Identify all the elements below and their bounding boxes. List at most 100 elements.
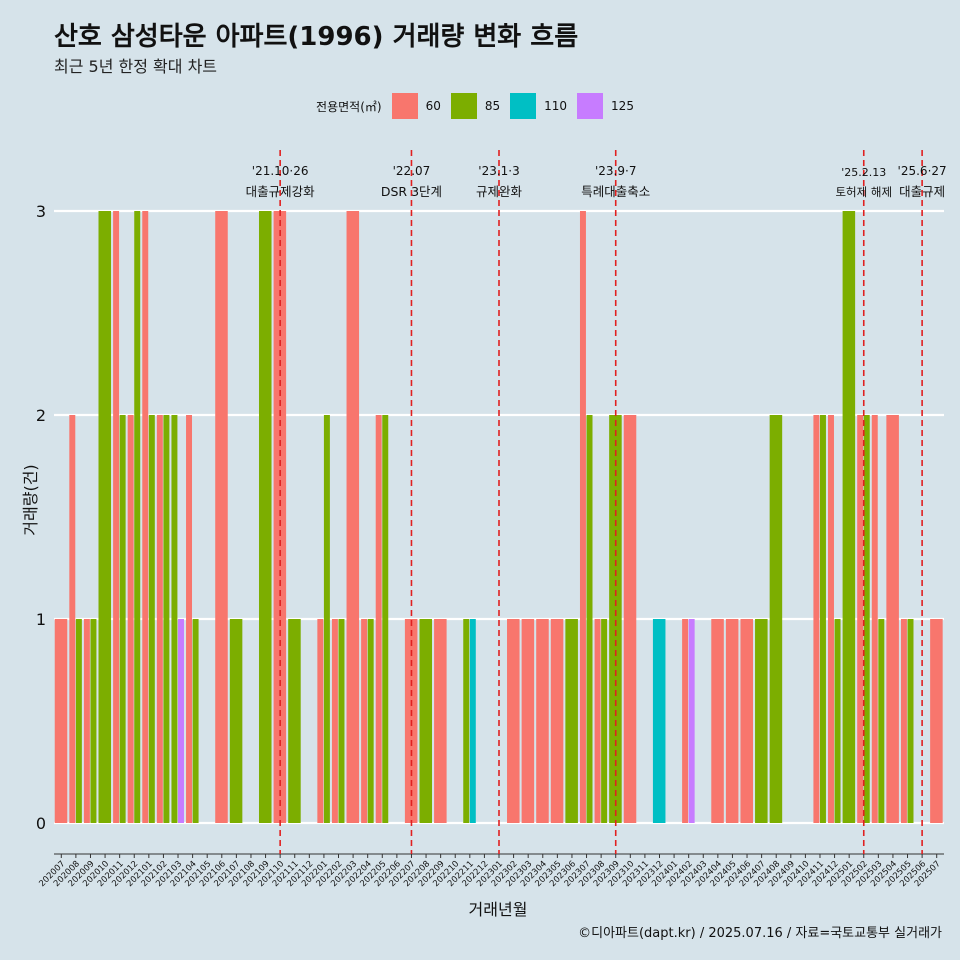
- bar-85-202104: [192, 619, 199, 823]
- event-label-202110: 대출규제강화: [246, 184, 316, 199]
- bar-85-202502: [863, 415, 870, 823]
- event-date-202309: '23.9·7: [595, 164, 636, 178]
- bar-85-202201: [323, 415, 330, 823]
- event-date-202207: '22.07: [393, 164, 431, 178]
- bar-85-202308: [601, 619, 608, 823]
- bar-85-202102: [163, 415, 170, 823]
- bar-60-202304: [536, 619, 549, 823]
- bar-60-202305: [550, 619, 564, 823]
- bar-85-202204: [367, 619, 374, 823]
- bar-85-202503: [878, 619, 885, 823]
- chart-subtitle: 최근 5년 한정 확대 차트: [54, 57, 218, 76]
- bar-60-202101: [142, 211, 149, 823]
- bar-85-202103: [171, 415, 178, 823]
- bar-60-202106: [215, 211, 228, 823]
- bar-60-202504: [886, 415, 899, 823]
- bar-60-202412: [828, 415, 834, 823]
- bar-85-202101: [148, 415, 155, 823]
- bar-60-202201: [317, 619, 324, 823]
- bar-85-202202: [338, 619, 345, 823]
- source-caption: ©디아파트(dapt.kr) / 2025.07.16 / 자료=국토교통부 실…: [578, 926, 942, 941]
- bar-110-202312: [652, 619, 666, 823]
- bar-60-202308: [594, 619, 601, 823]
- y-tick-label: 2: [36, 406, 46, 425]
- bar-85-202306: [565, 619, 578, 823]
- y-tick-label: 0: [36, 814, 46, 833]
- bar-85-202211: [463, 619, 470, 823]
- bar-85-202505: [907, 619, 914, 823]
- bar-60-202204: [361, 619, 368, 823]
- bar-60-202411: [813, 415, 820, 823]
- bar-60-202209: [434, 619, 447, 823]
- bar-85-202407: [755, 619, 768, 823]
- y-axis-label: 거래량(건): [21, 464, 40, 536]
- chart-title: 산호 삼성타운 아파트(1996) 거래량 변화 흐름: [54, 22, 579, 52]
- bar-60-202502: [857, 415, 864, 823]
- bar-60-202303: [521, 619, 535, 823]
- bar-60-202404: [711, 619, 724, 823]
- bar-85-202307: [586, 415, 593, 823]
- bar-85-202011: [119, 415, 126, 823]
- legend-swatch-85: [450, 93, 477, 119]
- legend-item-110: 110: [510, 93, 571, 119]
- event-label-202309: 특례대출축소: [581, 184, 650, 199]
- bar-60-202009: [83, 619, 90, 823]
- bar-60-202307: [579, 211, 586, 823]
- bar-60-202110: [273, 211, 287, 823]
- bar-60-202102: [156, 415, 163, 823]
- y-tick-label: 1: [36, 610, 46, 629]
- bar-85-202012: [134, 211, 141, 823]
- bar-60-202205: [375, 415, 382, 823]
- legend-item-85: 85: [450, 93, 504, 119]
- bar-60-202302: [507, 619, 520, 823]
- legend-title: 전용면적(㎡): [316, 99, 382, 114]
- legend-label-110: 110: [544, 99, 568, 113]
- bar-60-202310: [623, 415, 637, 823]
- bar-85-202109: [258, 211, 272, 823]
- event-date-202502: '25.2.13: [841, 166, 886, 179]
- bar-60-202011: [113, 211, 120, 823]
- bar-85-202107: [229, 619, 243, 823]
- bar-60-202008: [69, 415, 76, 823]
- legend: 전용면적(㎡) 60 85 110 125: [0, 93, 960, 119]
- legend-label-85: 85: [484, 99, 501, 113]
- event-date-202506: '25.6·27: [898, 164, 947, 178]
- bar-60-202505: [900, 619, 907, 823]
- bar-85-202010: [98, 211, 112, 823]
- bar-60-202203: [346, 211, 360, 823]
- bar-60-202202: [331, 619, 338, 823]
- event-date-202301: '23.1·3: [478, 164, 519, 178]
- bar-60-202405: [725, 619, 739, 823]
- event-label-202502: 토허제 해제: [835, 185, 892, 199]
- bar-60-202104: [186, 415, 193, 823]
- legend-item-125: 125: [577, 93, 638, 119]
- bar-125-202402: [688, 619, 695, 823]
- bar-85-202408: [769, 415, 783, 823]
- bar-85-202111: [288, 619, 301, 823]
- bar-85-202309: [609, 415, 622, 823]
- legend-item-60: 60: [391, 93, 445, 119]
- legend-swatch-60: [391, 93, 418, 119]
- x-axis-label: 거래년월: [468, 900, 528, 919]
- legend-swatch-110: [510, 93, 537, 119]
- bar-85-202208: [419, 619, 433, 823]
- bar-85-202411: [819, 415, 826, 823]
- event-label-202506: 대출규제: [899, 184, 945, 199]
- bar-85-202009: [90, 619, 97, 823]
- bar-85-202412: [834, 619, 841, 823]
- bar-85-202205: [382, 415, 389, 823]
- event-date-202110: '21.10·26: [252, 164, 309, 178]
- y-tick-label: 3: [36, 202, 46, 221]
- bar-60-202007: [54, 619, 68, 823]
- bar-85-202501: [842, 211, 856, 823]
- bar-60-202402: [682, 619, 689, 823]
- bar-60-202507: [930, 619, 943, 823]
- bar-125-202103: [178, 619, 184, 823]
- legend-label-60: 60: [425, 99, 441, 113]
- bar-85-202008: [75, 619, 82, 823]
- legend-swatch-125: [577, 93, 604, 119]
- bar-60-202012: [127, 415, 134, 823]
- event-label-202207: DSR 3단계: [381, 184, 442, 199]
- bar-60-202406: [740, 619, 753, 823]
